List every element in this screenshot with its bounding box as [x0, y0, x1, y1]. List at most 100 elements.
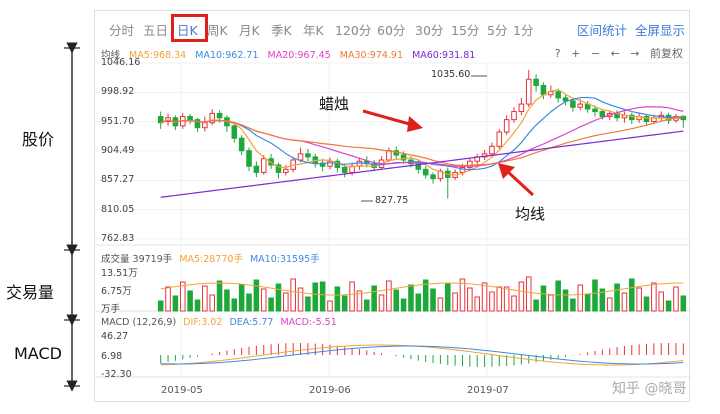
- candle-body: [275, 164, 282, 173]
- price-axis-label: 951.70: [101, 115, 135, 127]
- volume-bar: [658, 291, 665, 312]
- volume-bar: [437, 297, 444, 312]
- volume-bar: [364, 299, 370, 312]
- volume-bar: [651, 282, 657, 312]
- tab-6[interactable]: 年K: [303, 23, 324, 38]
- candle-body: [503, 119, 510, 133]
- chart-panel: 分时 五日 日K 周K 月K 季K 年K 120分 60分 30分 15分 5分 1分 区间统计 全屏显…: [94, 10, 691, 402]
- ma-arrow-head: [498, 163, 515, 179]
- macd-axis-top: 46.27: [101, 331, 129, 342]
- ma20-legend: MA20:967.45: [267, 50, 331, 61]
- volume-bar: [179, 281, 186, 312]
- volume-bar: [481, 282, 488, 312]
- candle-body: [202, 122, 208, 129]
- tab-5[interactable]: 季K: [271, 23, 292, 38]
- ma-annotation: 均线: [515, 205, 546, 223]
- volume-bar: [224, 289, 230, 312]
- volume-side-label: 交易量: [6, 283, 55, 302]
- volume-bar: [415, 293, 422, 312]
- volume-bar: [673, 286, 679, 312]
- volume-bar: [430, 288, 436, 312]
- volume-bar: [260, 288, 267, 312]
- price-axis-label: 857.27: [101, 174, 135, 186]
- tab-10[interactable]: 15分: [451, 23, 480, 38]
- volume-bar: [629, 278, 635, 312]
- volume-bar: [511, 295, 517, 312]
- date-label-jul: 2019-07: [467, 385, 509, 396]
- volume-bar: [238, 284, 245, 312]
- candle-body: [533, 78, 539, 86]
- volume-ma5-line: [160, 282, 684, 296]
- volume-bar: [577, 284, 584, 312]
- range-stats-link[interactable]: 区间统计: [577, 23, 628, 38]
- candle-body: [400, 154, 407, 161]
- date-label-jun: 2019-06: [309, 385, 351, 396]
- candle-body: [283, 168, 289, 173]
- candle-body: [297, 153, 304, 161]
- candle-body: [592, 108, 598, 113]
- tab-3[interactable]: 周K: [207, 23, 228, 38]
- ma-legend: 均线 MA5:968.34 MA10:962.71 MA20:967.45 MA…: [101, 47, 481, 61]
- volume-bar: [665, 300, 672, 312]
- tab-1[interactable]: 五日: [143, 23, 169, 38]
- macd-dif: DIF:3.02: [183, 317, 223, 328]
- volume-bar: [216, 280, 223, 312]
- volume-bar: [349, 281, 355, 312]
- tab-12[interactable]: 1分: [513, 23, 534, 38]
- volume-bar: [157, 300, 164, 312]
- macd-dea: DEA:5.77: [229, 317, 274, 328]
- volume-bar: [643, 296, 650, 312]
- candle-arrow-head: [407, 116, 423, 132]
- help-icon[interactable]: ?: [554, 47, 561, 60]
- candle-body: [511, 111, 517, 121]
- adjust-dropdown[interactable]: 前复权: [650, 47, 683, 60]
- volume-bar: [246, 293, 252, 312]
- candle-body: [643, 116, 650, 122]
- volume-bar: [408, 284, 414, 312]
- tab-9[interactable]: 30分: [415, 23, 444, 38]
- volume-bar: [275, 283, 282, 312]
- candle-body: [496, 131, 503, 147]
- tab-11[interactable]: 5分: [487, 23, 508, 38]
- volume-bar: [327, 300, 333, 312]
- volume-bar: [459, 278, 466, 312]
- candle-body: [187, 116, 193, 121]
- tab-2[interactable]: 日K: [177, 23, 198, 38]
- volume-bar: [319, 281, 326, 312]
- volume-bar: [636, 287, 642, 312]
- zoom-out-icon[interactable]: −: [590, 47, 601, 60]
- volume-bar: [548, 294, 554, 312]
- arrow-left-icon[interactable]: ←: [610, 47, 620, 60]
- price-axis-label: 762.83: [101, 233, 135, 244]
- volume-bar: [525, 276, 532, 312]
- fullscreen-link[interactable]: 全屏显示: [635, 23, 686, 38]
- volume-bar: [194, 299, 201, 312]
- candle-body: [489, 145, 495, 155]
- zoom-in-icon[interactable]: +: [571, 47, 581, 60]
- volume-bar: [592, 279, 598, 312]
- candle-body: [415, 163, 422, 170]
- tab-7[interactable]: 120分: [335, 23, 372, 38]
- candle-body: [165, 117, 171, 122]
- volume-bar: [606, 297, 613, 312]
- volume-title: 成交量 39719手: [101, 254, 173, 265]
- volume-bar: [555, 280, 561, 312]
- candle-body: [253, 165, 260, 173]
- candle-body: [209, 112, 215, 124]
- tab-8[interactable]: 60分: [377, 23, 406, 38]
- candle-body: [305, 153, 311, 158]
- macd-dif-line: [160, 344, 684, 366]
- tab-4[interactable]: 月K: [239, 23, 260, 38]
- price-side-label: 股价: [22, 130, 55, 149]
- volume-bar: [489, 291, 495, 312]
- price-axis-label: 904.49: [101, 145, 135, 156]
- volume-bar: [371, 285, 377, 312]
- tab-0[interactable]: 分时: [109, 23, 135, 38]
- volume-axis-mid: 6.75万: [101, 286, 132, 297]
- volume-bar: [356, 290, 363, 312]
- volume-bar: [253, 279, 260, 312]
- volume-bar: [599, 288, 606, 312]
- arrow-right-icon[interactable]: →: [630, 47, 640, 60]
- macd-title: MACD (12,26,9): [101, 317, 177, 328]
- volume-bar: [312, 282, 319, 312]
